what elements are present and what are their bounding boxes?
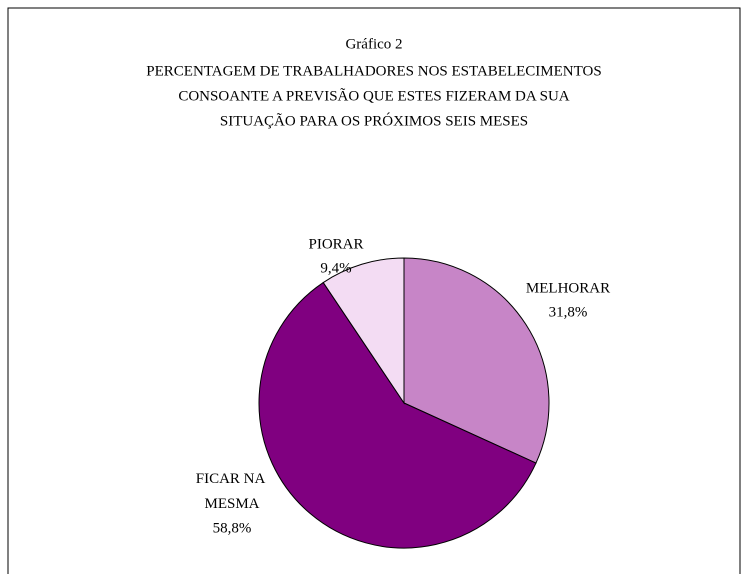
pie-slice [258, 281, 537, 549]
pie-slice [403, 257, 550, 464]
slice-label: MELHORAR [526, 280, 610, 296]
slice-label: FICAR NA MESMA [196, 471, 269, 512]
chart-title: SITUAÇÃO PARA OS PRÓXIMOS SEIS MESES [220, 112, 528, 129]
slice-value-label: 9,4% [320, 260, 351, 276]
slice-label: PIORAR [308, 236, 363, 252]
slice-value-label: 31,8% [549, 304, 588, 320]
chart-title: Gráfico 2 [345, 36, 402, 52]
pie-slice [322, 257, 405, 405]
slice-value-label: 58,8% [213, 520, 252, 536]
chart-title: PERCENTAGEM DE TRABALHADORES NOS ESTABEL… [146, 63, 601, 79]
chart-title: CONSOANTE A PREVISÃO QUE ESTES FIZERAM D… [178, 88, 569, 104]
